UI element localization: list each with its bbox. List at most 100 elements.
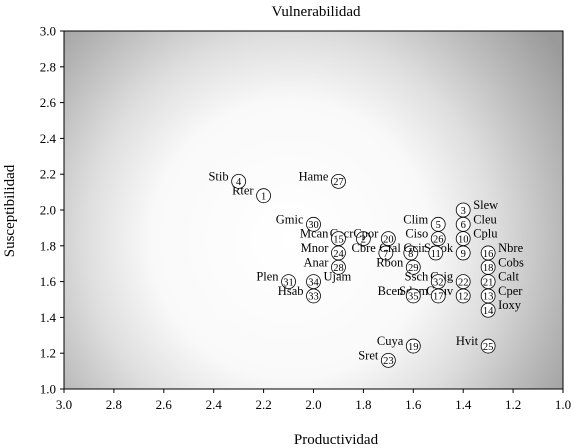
point-name-label: Gcir — [404, 241, 427, 255]
data-point: 19 Cuya — [377, 334, 421, 354]
point-name-label: Cobs — [498, 255, 524, 269]
y-tick-label: 2.0 — [40, 203, 56, 218]
point-name-label: Bcen — [378, 284, 404, 298]
data-point: 27 Hame — [299, 169, 346, 189]
point-name-label: Plen — [256, 270, 279, 284]
point-id-label: 28 — [333, 263, 344, 274]
data-point: 5 Clim — [403, 212, 446, 232]
point-name-label: Nbre — [498, 241, 523, 255]
point-id-label: 27 — [333, 177, 344, 188]
point-marker — [306, 274, 321, 290]
point-id-label: 33 — [308, 292, 319, 303]
x-tick-label: 3.0 — [56, 397, 72, 412]
point-marker — [231, 173, 247, 189]
point-marker — [256, 188, 272, 204]
point-id-label: 29 — [408, 263, 419, 274]
point-name-label: Gmic — [276, 212, 304, 226]
y-tick-label: 3.0 — [40, 24, 56, 39]
data-point: 11 Gcir — [404, 241, 444, 261]
data-point: 30 Gmic — [276, 212, 321, 232]
point-id-label: 31 — [283, 277, 294, 288]
point-id-label: 16 — [483, 249, 494, 260]
point-id-label: 22 — [458, 277, 469, 288]
point-marker — [480, 338, 496, 354]
data-point: 31 Plen — [256, 270, 296, 290]
point-id-label: 30 — [308, 220, 319, 231]
point-marker — [306, 216, 321, 232]
point-id-label: 20 — [383, 234, 394, 245]
point-name-label: Cleu — [473, 212, 497, 226]
point-id-label: 25 — [483, 342, 494, 353]
point-name-label: Cbre — [352, 241, 377, 255]
point-id-label: 24 — [333, 249, 344, 260]
point-name-label: Hvit — [456, 334, 479, 348]
point-id-label: 32 — [433, 277, 444, 288]
point-name-label: Ciso — [405, 227, 428, 241]
point-marker — [331, 259, 346, 275]
point-id-label: 10 — [458, 234, 469, 245]
point-name-label: Hsab — [278, 284, 304, 298]
x-tick-label: 1.6 — [405, 397, 422, 412]
y-tick-label: 2.4 — [40, 131, 57, 146]
point-id-label: 1 — [261, 191, 266, 202]
point-id-label: 9 — [461, 249, 466, 260]
point-name-label: Cper — [498, 284, 523, 298]
x-tick-label: 1.0 — [555, 397, 571, 412]
point-marker — [405, 338, 421, 354]
point-marker — [405, 288, 421, 304]
chart-title: Vulnerabilidad — [271, 4, 361, 20]
point-id-label: 4 — [236, 177, 242, 188]
data-point: 3 Slew — [455, 198, 498, 218]
point-marker — [380, 231, 396, 247]
point-id-label: 13 — [483, 292, 494, 303]
point-marker — [455, 274, 471, 290]
data-point: 6 Cleu — [455, 212, 498, 232]
point-name-label: Ioxy — [498, 298, 522, 312]
point-id-label: 11 — [431, 249, 441, 260]
point-name-label: Mcan — [300, 227, 329, 241]
point-id-label: 17 — [433, 292, 444, 303]
y-tick-label: 1.0 — [40, 382, 56, 397]
point-name-label: Cpor — [353, 227, 379, 241]
x-tick-label: 2.6 — [156, 397, 173, 412]
point-name-label: Stib — [208, 169, 228, 183]
x-tick-label: 1.8 — [355, 397, 371, 412]
data-point: 10 Cplu — [455, 227, 498, 247]
point-name-label: Calt — [498, 270, 519, 284]
data-point: 20 Cpor — [353, 227, 396, 247]
y-tick-label: 1.4 — [40, 310, 57, 325]
point-marker — [281, 274, 296, 290]
x-tick-label: 1.2 — [505, 397, 521, 412]
data-point: 7 Cbre — [352, 241, 394, 261]
data-points: 1Rter2Cacr3Slew4Stib5Clim6Cleu7Cbre8Cfal… — [208, 169, 524, 368]
x-tick-label: 1.4 — [455, 397, 472, 412]
point-name-label: Ujam — [324, 270, 352, 284]
point-name-label: Ssch — [405, 270, 429, 284]
point-marker — [403, 245, 419, 261]
point-name-label: Anar — [303, 255, 329, 269]
point-name-label: Sret — [358, 348, 379, 362]
data-point: 18 Cobs — [480, 255, 524, 275]
y-tick-label: 1.6 — [40, 274, 57, 289]
data-point: 35 Bcen — [378, 284, 421, 304]
point-marker — [430, 274, 446, 290]
point-name-label: Mnor — [301, 241, 330, 255]
data-point: 32 Ssch — [405, 270, 446, 290]
point-marker — [480, 274, 496, 290]
point-id-label: 26 — [433, 234, 444, 245]
x-tick-label: 2.4 — [206, 397, 223, 412]
y-tick-label: 1.8 — [40, 238, 56, 253]
point-marker — [455, 231, 471, 247]
data-point: 34 Ujam — [306, 270, 352, 290]
point-id-label: 12 — [458, 292, 469, 303]
point-name-label: Cuya — [377, 334, 404, 348]
point-id-label: 8 — [408, 249, 413, 260]
point-id-label: 3 — [461, 206, 466, 217]
point-name-label: Slew — [473, 198, 498, 212]
point-id-label: 2 — [361, 234, 366, 245]
point-id-label: 6 — [461, 220, 466, 231]
data-point: 14 Ioxy — [480, 298, 522, 318]
point-name-label: Hame — [299, 169, 329, 183]
